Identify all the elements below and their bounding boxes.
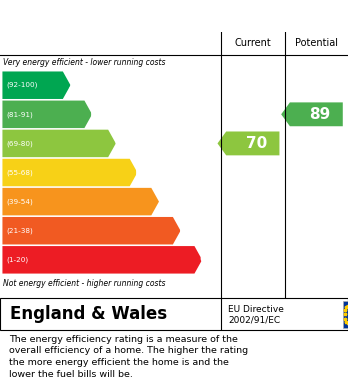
- Polygon shape: [2, 130, 116, 157]
- Text: A: A: [69, 79, 78, 92]
- Text: D: D: [135, 166, 145, 179]
- Text: Current: Current: [235, 38, 271, 48]
- Text: Potential: Potential: [295, 38, 338, 48]
- Polygon shape: [2, 159, 137, 186]
- Text: G: G: [200, 253, 210, 266]
- Text: (55-68): (55-68): [7, 169, 33, 176]
- Text: (69-80): (69-80): [7, 140, 33, 147]
- Text: (21-38): (21-38): [7, 228, 33, 234]
- Polygon shape: [218, 131, 279, 155]
- Polygon shape: [281, 102, 343, 126]
- Text: B: B: [90, 108, 100, 121]
- Text: (39-54): (39-54): [7, 198, 33, 205]
- Text: F: F: [179, 224, 188, 237]
- Text: EU Directive
2002/91/EC: EU Directive 2002/91/EC: [228, 305, 284, 324]
- Polygon shape: [2, 100, 92, 128]
- Text: Energy Efficiency Rating: Energy Efficiency Rating: [9, 9, 211, 23]
- Polygon shape: [2, 246, 202, 274]
- Bar: [343, 301, 348, 328]
- Polygon shape: [2, 188, 159, 215]
- Text: (81-91): (81-91): [7, 111, 33, 118]
- Text: England & Wales: England & Wales: [10, 305, 168, 323]
- Text: Not energy efficient - higher running costs: Not energy efficient - higher running co…: [3, 279, 166, 288]
- Text: (1-20): (1-20): [7, 256, 29, 263]
- Text: Very energy efficient - lower running costs: Very energy efficient - lower running co…: [3, 58, 166, 67]
- Text: The energy efficiency rating is a measure of the
overall efficiency of a home. T: The energy efficiency rating is a measur…: [9, 335, 248, 379]
- Polygon shape: [2, 217, 181, 244]
- Text: C: C: [114, 137, 123, 150]
- Polygon shape: [2, 72, 71, 99]
- Text: (92-100): (92-100): [7, 82, 38, 88]
- Text: 89: 89: [309, 107, 331, 122]
- Text: E: E: [158, 195, 166, 208]
- Text: 70: 70: [246, 136, 267, 151]
